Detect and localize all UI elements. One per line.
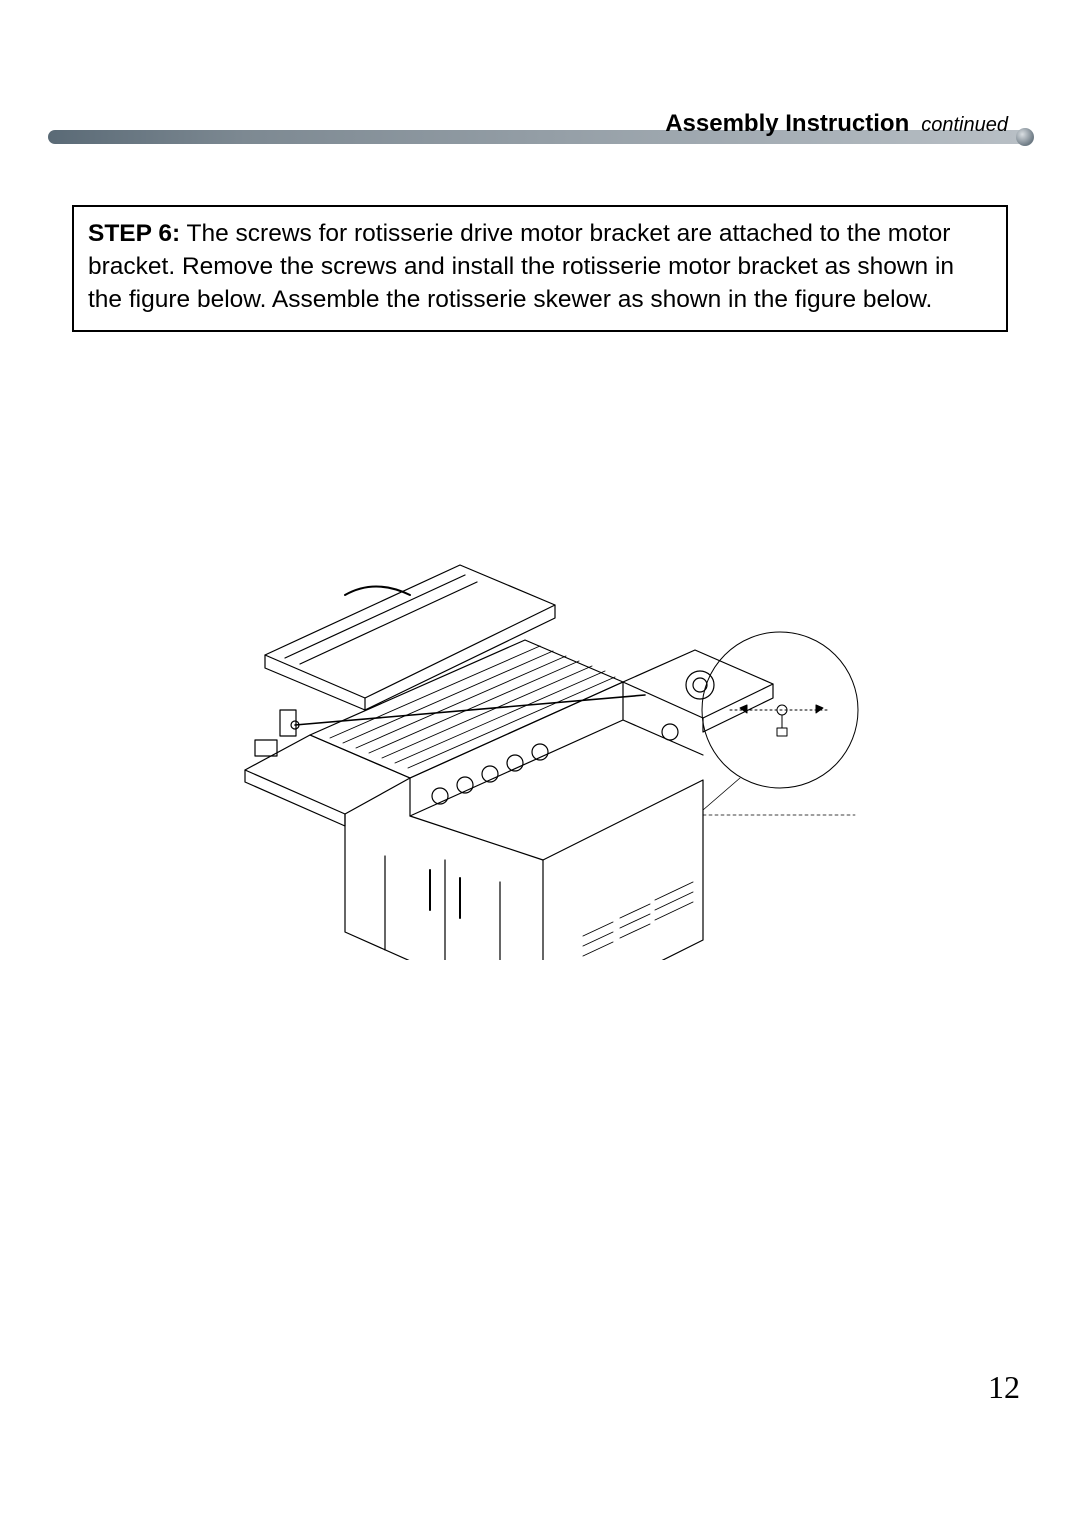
step-box: STEP 6: The screws for rotisserie drive … bbox=[72, 205, 1008, 332]
section-header: Assembly Instructioncontinued bbox=[48, 120, 1032, 146]
step-text: The screws for rotisserie drive motor br… bbox=[88, 220, 954, 313]
page-number: 12 bbox=[988, 1369, 1020, 1406]
header-title: Assembly Instruction bbox=[665, 110, 909, 137]
header-subtitle: continued bbox=[909, 114, 1008, 136]
header-text: Assembly Instructioncontinued bbox=[665, 110, 1008, 138]
header-rule-cap bbox=[1016, 128, 1034, 146]
grill-diagram bbox=[225, 560, 865, 960]
step-label: STEP 6: bbox=[88, 220, 180, 247]
